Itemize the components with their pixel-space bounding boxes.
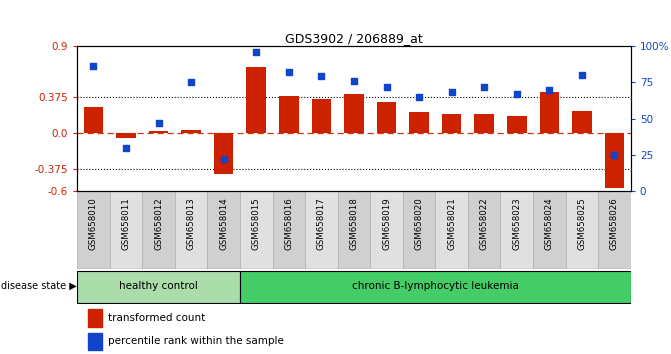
Point [218,156,229,162]
Point [251,49,262,55]
Text: GSM658022: GSM658022 [480,198,488,250]
Point [88,63,99,69]
Point [153,120,164,126]
Bar [181,130,201,133]
Bar [311,99,331,133]
Text: GSM658017: GSM658017 [317,198,326,250]
Text: GSM658011: GSM658011 [121,198,131,250]
Point [446,90,457,95]
Text: GSM658023: GSM658023 [512,198,521,250]
Bar [305,191,338,269]
Text: GSM658024: GSM658024 [545,198,554,250]
Bar [572,111,592,133]
Bar [175,191,207,269]
Bar [566,191,598,269]
Bar [240,271,631,303]
Text: GSM658018: GSM658018 [350,198,358,250]
Text: disease state ▶: disease state ▶ [1,281,77,291]
Bar [84,107,103,133]
Text: GSM658012: GSM658012 [154,198,163,250]
Bar [149,131,168,133]
Bar [89,333,102,350]
Point [414,94,425,99]
Title: GDS3902 / 206889_at: GDS3902 / 206889_at [285,32,423,45]
Bar [598,191,631,269]
Text: GSM658014: GSM658014 [219,198,228,250]
Point [349,78,360,84]
Text: GSM658013: GSM658013 [187,198,196,250]
Bar [116,133,136,138]
Bar [468,191,501,269]
Bar [605,133,624,188]
Text: GSM658019: GSM658019 [382,198,391,250]
Bar [370,191,403,269]
Text: GSM658010: GSM658010 [89,198,98,250]
Point [121,145,132,150]
Text: GSM658025: GSM658025 [577,198,586,250]
Point [511,91,522,97]
Bar [77,191,110,269]
Bar [507,116,527,133]
Bar [376,102,397,133]
Bar [338,191,370,269]
Bar [246,67,266,133]
Text: chronic B-lymphocytic leukemia: chronic B-lymphocytic leukemia [352,281,519,291]
Bar [110,191,142,269]
Bar [501,191,533,269]
Point [576,72,587,78]
Bar [142,191,175,269]
Text: GSM658021: GSM658021 [447,198,456,250]
Bar [77,271,240,303]
Bar [279,96,299,133]
Point [283,69,294,75]
Point [609,152,620,158]
Text: GSM658016: GSM658016 [285,198,293,250]
Point [479,84,490,90]
Bar [409,112,429,133]
Bar [207,191,240,269]
Text: GSM658020: GSM658020 [415,198,423,250]
Point [544,87,555,92]
Bar [89,309,102,327]
Text: GSM658026: GSM658026 [610,198,619,250]
Text: GSM658015: GSM658015 [252,198,261,250]
Bar [344,95,364,133]
Bar [533,191,566,269]
Point [381,84,392,90]
Bar [272,191,305,269]
Bar [442,114,462,133]
Point [316,74,327,79]
Text: percentile rank within the sample: percentile rank within the sample [107,336,283,346]
Bar [214,133,234,174]
Bar [539,92,559,133]
Bar [240,191,272,269]
Text: transformed count: transformed count [107,313,205,323]
Bar [435,191,468,269]
Bar [403,191,435,269]
Text: healthy control: healthy control [119,281,198,291]
Bar [474,114,494,133]
Point [186,79,197,85]
